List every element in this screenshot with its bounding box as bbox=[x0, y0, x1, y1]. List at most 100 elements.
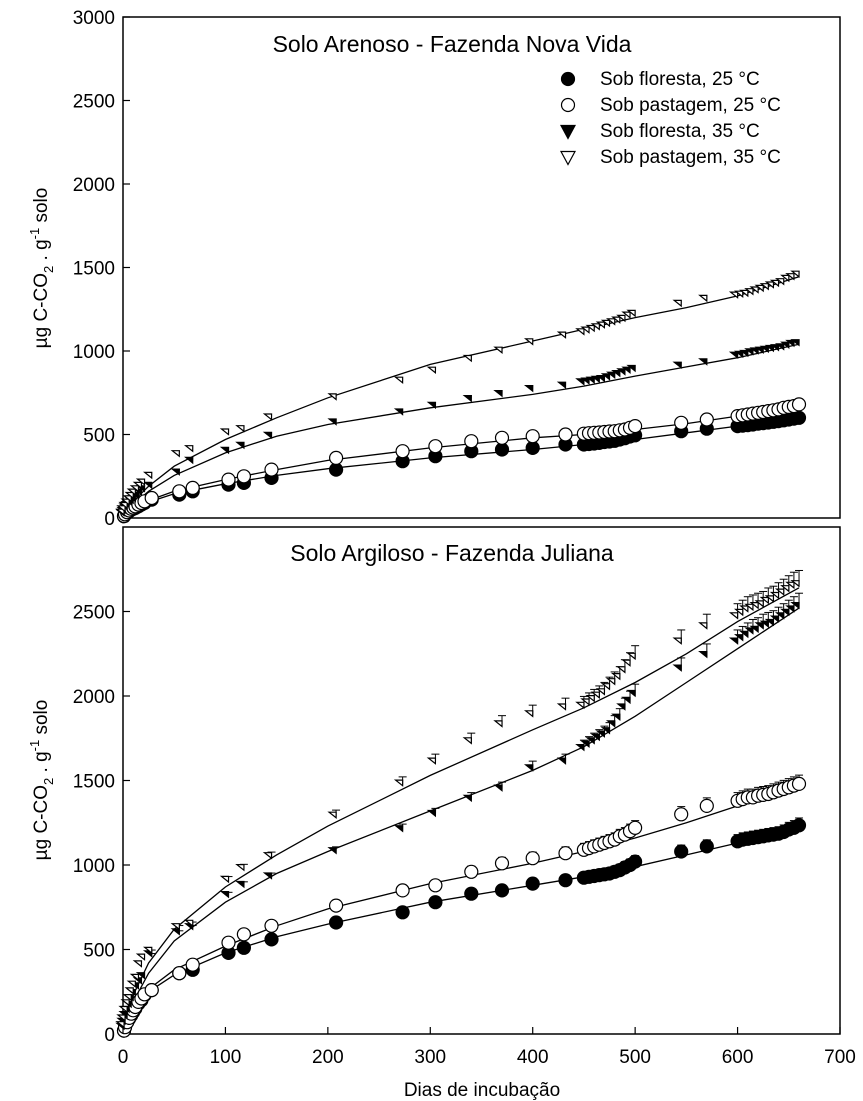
fit-curve-1 bbox=[122, 824, 800, 1035]
data-point bbox=[142, 481, 153, 490]
legend-item: Sob pastagem, 35 °C bbox=[559, 147, 781, 168]
data-point bbox=[790, 339, 800, 347]
data-point bbox=[170, 923, 180, 931]
panel-top-title: Solo Arenoso - Fazenda Nova Vida bbox=[273, 31, 632, 57]
data-point bbox=[764, 344, 775, 353]
data-point bbox=[785, 605, 795, 613]
data-point bbox=[426, 366, 437, 375]
series-3 bbox=[115, 592, 804, 1031]
data-point bbox=[393, 408, 404, 416]
data-point bbox=[672, 637, 682, 645]
data-point bbox=[221, 935, 236, 950]
data-point bbox=[116, 505, 126, 513]
data-point bbox=[183, 445, 194, 453]
data-point bbox=[790, 580, 800, 588]
data-point bbox=[674, 415, 689, 430]
data-point bbox=[262, 431, 273, 440]
data-point bbox=[575, 701, 585, 710]
data-point bbox=[749, 625, 759, 634]
data-point bbox=[494, 430, 510, 445]
y-tick-label: 0 bbox=[104, 1025, 115, 1046]
data-point bbox=[327, 811, 337, 820]
x-axis: 0 100 200 300 400 500 600 700 bbox=[118, 1027, 856, 1068]
data-point bbox=[769, 615, 780, 623]
data-point bbox=[739, 349, 749, 358]
data-point bbox=[129, 485, 140, 493]
data-point bbox=[124, 491, 134, 500]
data-point bbox=[774, 278, 785, 286]
data-point bbox=[580, 698, 590, 706]
data-point bbox=[135, 478, 146, 486]
data-point bbox=[764, 595, 775, 603]
data-point bbox=[126, 980, 136, 989]
data-point bbox=[698, 650, 708, 659]
data-point bbox=[780, 341, 790, 350]
data-point bbox=[129, 973, 140, 982]
data-point bbox=[621, 311, 631, 319]
data-point bbox=[428, 895, 443, 910]
data-point bbox=[525, 440, 540, 455]
data-point bbox=[616, 314, 626, 323]
data-point bbox=[494, 442, 510, 457]
data-point bbox=[235, 425, 245, 433]
x-tick-label: 0 bbox=[118, 1047, 129, 1068]
data-point bbox=[170, 928, 180, 936]
data-point bbox=[185, 480, 200, 495]
series-4 bbox=[115, 569, 804, 1029]
data-point bbox=[556, 331, 567, 339]
data-point bbox=[575, 378, 585, 386]
legend-label: Sob pastagem, 35 °C bbox=[600, 147, 781, 168]
data-point bbox=[764, 618, 775, 627]
data-point bbox=[493, 720, 503, 728]
data-point bbox=[626, 652, 636, 661]
data-point bbox=[672, 299, 682, 308]
data-point bbox=[780, 608, 790, 617]
data-point bbox=[585, 376, 595, 385]
data-point bbox=[262, 872, 273, 880]
panel-top: Solo Arenoso - Fazenda Nova Vida µg C-CO… bbox=[27, 8, 841, 530]
x-tick-label: 200 bbox=[312, 1047, 344, 1068]
data-point bbox=[590, 733, 600, 742]
data-point bbox=[464, 434, 479, 449]
data-point bbox=[754, 622, 764, 630]
panel-bottom: Solo Argiloso - Fazenda Juliana µg C-CO2… bbox=[27, 526, 856, 1101]
data-point bbox=[116, 1014, 126, 1022]
data-point bbox=[462, 737, 472, 745]
x-tick-label: 600 bbox=[722, 1047, 754, 1068]
data-point bbox=[235, 863, 245, 872]
data-point bbox=[122, 495, 132, 503]
fit-curve-4 bbox=[122, 587, 800, 1035]
data-point bbox=[627, 854, 643, 869]
data-point bbox=[120, 498, 130, 506]
data-point bbox=[605, 678, 616, 686]
data-point bbox=[616, 703, 626, 711]
data-point bbox=[674, 844, 689, 859]
data-point bbox=[611, 370, 621, 378]
data-point bbox=[172, 966, 187, 981]
x-tick-label: 100 bbox=[210, 1047, 242, 1068]
data-point bbox=[221, 472, 236, 487]
legend-item: Sob floresta, 35 °C bbox=[559, 121, 760, 142]
data-point bbox=[393, 376, 404, 385]
data-point bbox=[744, 348, 754, 356]
panel-bottom-ylabel: µg C-CO2 . g-1 solo bbox=[27, 700, 56, 861]
data-point bbox=[329, 915, 344, 930]
data-point bbox=[124, 987, 134, 995]
data-point bbox=[393, 825, 404, 833]
data-point bbox=[611, 672, 621, 681]
data-point bbox=[523, 710, 534, 718]
y-tick-label: 1000 bbox=[73, 856, 115, 877]
data-point bbox=[236, 940, 251, 955]
data-point bbox=[698, 358, 708, 366]
data-point bbox=[135, 972, 146, 980]
fit-curve-3 bbox=[122, 343, 800, 519]
data-point bbox=[791, 397, 807, 412]
data-point bbox=[172, 484, 187, 499]
data-point bbox=[262, 413, 273, 421]
data-point bbox=[236, 469, 251, 484]
data-point bbox=[621, 659, 631, 667]
data-point bbox=[739, 605, 749, 613]
data-point bbox=[733, 350, 744, 359]
legend-marker bbox=[559, 150, 577, 166]
